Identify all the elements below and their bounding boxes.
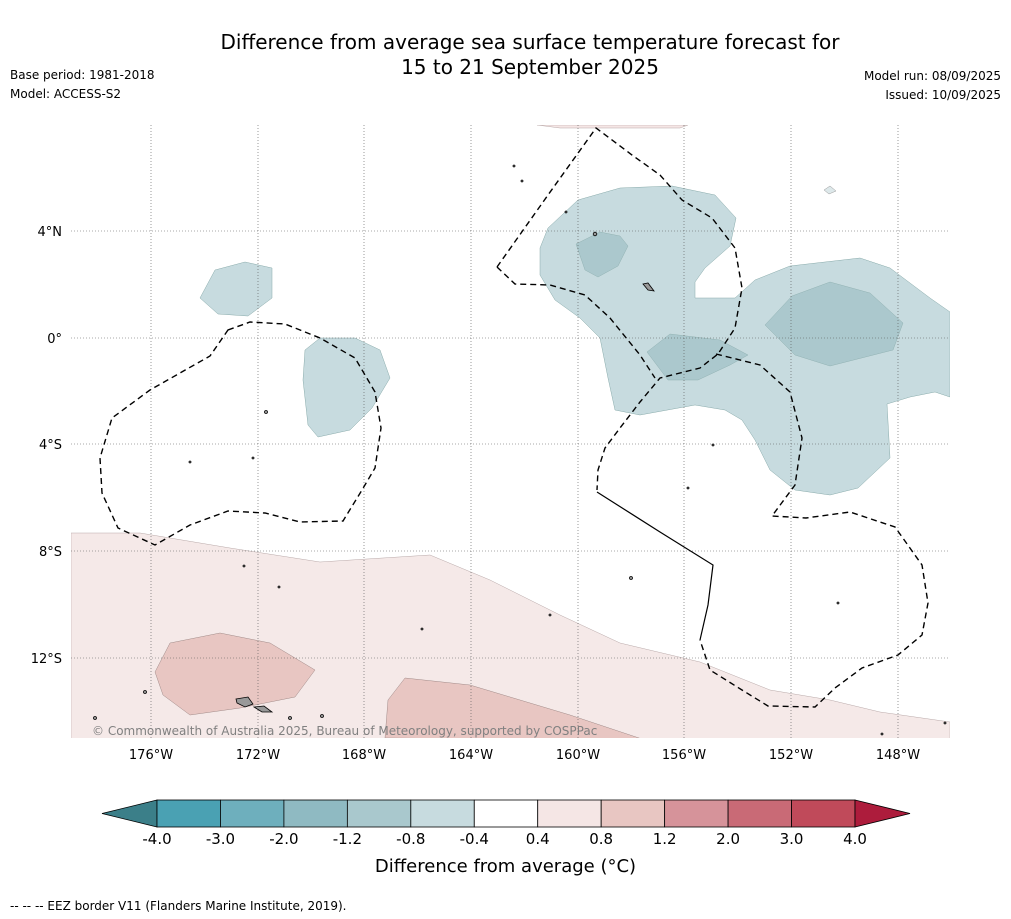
- warm-anomaly-patch-2: [384, 677, 640, 738]
- lat-label: 0°: [47, 332, 62, 347]
- eez-footnote: -- -- -- EEZ border V11 (Flanders Marine…: [10, 899, 347, 913]
- lat-label: 4°N: [38, 225, 63, 240]
- lon-label: 172°W: [236, 748, 280, 763]
- eez-border-solid: [596, 491, 714, 641]
- colorbar-tick-label: 2.0: [716, 830, 740, 848]
- colorbar-segment: [537, 799, 602, 828]
- colorbar-tick-label: -0.8: [396, 830, 425, 848]
- eez-border-east: [699, 353, 929, 708]
- colorbar-segment: [283, 799, 348, 828]
- eez-border-central-north: [496, 127, 743, 491]
- chart-title: Difference from average sea surface temp…: [150, 30, 910, 80]
- title-line-2: 15 to 21 September 2025: [401, 55, 659, 79]
- colorbar-tick-label: -3.0: [206, 830, 235, 848]
- gridlines: [71, 125, 950, 738]
- island-3: [642, 282, 655, 292]
- lon-label: 152°W: [769, 748, 813, 763]
- colorbar-segment: [664, 799, 729, 828]
- cool-deeper-1: [575, 231, 629, 278]
- colorbar-segment: [473, 799, 539, 828]
- lon-label: 148°W: [876, 748, 920, 763]
- eez-borders: [99, 127, 929, 708]
- colorbar-under-arrow: [101, 799, 158, 828]
- colorbar-segment: [220, 799, 285, 828]
- lat-label: 12°S: [31, 652, 62, 667]
- colorbar-over-arrow: [854, 799, 911, 828]
- colorbar-tick-label: 3.0: [780, 830, 804, 848]
- lon-label: 160°W: [556, 748, 600, 763]
- cool-deeper-3: [764, 281, 904, 367]
- colorbar-segment: [346, 799, 412, 828]
- model-run: Model run: 08/09/2025: [863, 69, 1001, 83]
- islands: [93, 164, 947, 736]
- lat-label: 8°S: [39, 545, 62, 560]
- cool-anomaly-west: [199, 261, 273, 317]
- colorbar-tick-label: 0.8: [589, 830, 613, 848]
- colorbar-tick-label: 4.0: [843, 830, 867, 848]
- island-2: [252, 705, 274, 713]
- colorbar-tick-label: -0.4: [460, 830, 489, 848]
- island-1: [235, 696, 254, 708]
- base-period: Base period: 1981-2018: [10, 68, 155, 82]
- colorbar-tick-label: 0.4: [526, 830, 550, 848]
- cool-anomaly-east: [539, 185, 950, 496]
- title-line-1: Difference from average sea surface temp…: [220, 30, 840, 54]
- lat-labels: 4°N 0° 4°S 8°S 12°S: [31, 225, 62, 667]
- colorbar-tick-label: -4.0: [142, 830, 171, 848]
- issued-date: Issued: 10/09/2025: [885, 88, 1001, 102]
- anomaly-fields: [71, 125, 950, 738]
- lon-label: 176°W: [129, 748, 173, 763]
- copyright-notice: © Commonwealth of Australia 2025, Bureau…: [92, 724, 598, 738]
- eez-border-central-west: [496, 266, 656, 379]
- colorbar-tick-label: -2.0: [269, 830, 298, 848]
- lon-label: 168°W: [342, 748, 386, 763]
- warm-anomaly-top: [536, 125, 689, 129]
- model-name: Model: ACCESS-S2: [10, 87, 122, 101]
- lon-labels: 176°W 172°W 168°W 164°W 160°W 156°W 152°…: [129, 748, 920, 763]
- colorbar-segment: [156, 799, 221, 828]
- lon-label: 164°W: [449, 748, 493, 763]
- colorbar-segment: [410, 799, 475, 828]
- meta-left: Base period: 1981-2018 Model: ACCESS-S2: [10, 66, 155, 104]
- warm-anomaly-patch-1: [154, 632, 316, 716]
- colorbar-tick-label: 1.2: [653, 830, 677, 848]
- meta-right: Model run: 08/09/2025 Issued: 10/09/2025: [864, 67, 1001, 105]
- cool-speck: [823, 185, 837, 195]
- eez-border-west: [99, 321, 382, 546]
- colorbar-tick-label: -1.2: [333, 830, 362, 848]
- colorbar-segment: [727, 799, 792, 828]
- colorbar: -4.0 -3.0 -2.0 -1.2 -0.8 -0.4 0.4 0.8 1.2 2.0 3.0 4…: [101, 799, 911, 848]
- lon-label: 156°W: [662, 748, 706, 763]
- colorbar-segment: [791, 799, 856, 828]
- cool-anomaly-central: [302, 337, 391, 438]
- lat-label: 4°S: [39, 438, 62, 453]
- colorbar-segment: [600, 799, 666, 828]
- colorbar-label: Difference from average (°C): [374, 856, 637, 877]
